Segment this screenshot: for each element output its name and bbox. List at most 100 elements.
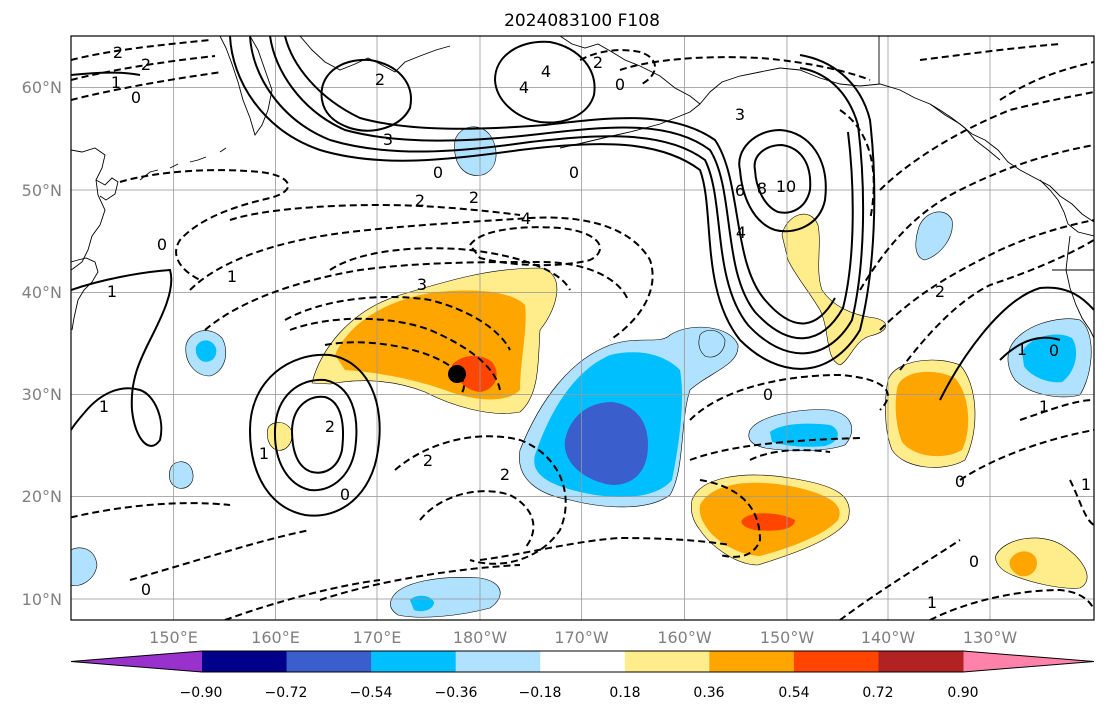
contour-label: 1: [259, 444, 269, 463]
contour-line: [319, 564, 521, 601]
contour-line: [71, 39, 211, 61]
contour-line: [699, 479, 762, 558]
contour-label: 4: [541, 62, 551, 81]
colorbar-tick-label: 0.36: [693, 685, 724, 701]
lon-label: 160°E: [251, 628, 300, 647]
contour-label: 0: [131, 88, 141, 107]
colorbar-segment: [286, 651, 372, 672]
contour-label-group: 2 2 1 0 2 4 3 2 0 0 3 4 6 8 10 4 0 0 1 1: [99, 43, 1091, 612]
colorbar-tick-label: −0.18: [519, 685, 562, 701]
contour-label: 2: [469, 188, 479, 207]
contour-label: 2: [375, 70, 385, 89]
positive-shade-region: [1009, 551, 1037, 577]
lat-label: 50°N: [22, 181, 62, 200]
colorbar-extend-low: [71, 651, 202, 672]
contour-line: [859, 144, 1094, 291]
contour-label: 4: [736, 223, 746, 242]
contour-line: [71, 55, 216, 81]
contour-label: 2: [593, 53, 603, 72]
lat-label: 10°N: [22, 590, 62, 609]
contour-line: [1069, 479, 1094, 526]
contour-label: 0: [615, 75, 625, 94]
negative-contours: [71, 39, 1094, 620]
contour-label: 1: [1039, 397, 1049, 416]
contour-line: [419, 490, 535, 549]
contour-line: [290, 395, 345, 474]
contour-label: 4: [519, 78, 529, 97]
contour-label: 8: [757, 179, 767, 198]
colorbar-tick-label: −0.72: [265, 685, 308, 701]
contour-label: 2: [935, 282, 945, 301]
contour-line: [939, 286, 1094, 401]
lon-label: 150°W: [760, 628, 815, 647]
contour-line: [468, 226, 601, 267]
colorbar-segment: [709, 651, 795, 672]
lon-label: 130°W: [963, 628, 1018, 647]
contour-label: 0: [1049, 341, 1059, 360]
contour-line: [839, 539, 961, 620]
contour-line: [224, 579, 381, 620]
contour-line: [479, 536, 731, 561]
contour-line: [394, 435, 567, 565]
coastline-british-columbia: [1039, 179, 1094, 237]
contour-line: [71, 268, 173, 447]
contour-label: 4: [521, 209, 531, 228]
colorbar-tick-label: 0.54: [778, 685, 809, 701]
negative-shade-region: [168, 461, 194, 489]
contour-line: [269, 36, 854, 340]
contour-line: [320, 58, 412, 132]
negative-shade-region: [564, 402, 648, 485]
contour-label: 0: [340, 485, 350, 504]
contour-line: [229, 203, 521, 221]
coastline-gulf-of-alaska: [929, 103, 1001, 161]
negative-shade-region: [698, 330, 726, 358]
contour-line: [71, 71, 223, 101]
contour-label: 0: [955, 472, 965, 491]
storm-center-marker: [448, 365, 466, 383]
lon-label: 160°W: [657, 628, 712, 647]
latitude-labels: 60°N 50°N 40°N 30°N 20°N 10°N: [22, 78, 62, 609]
contour-label: 1: [1017, 340, 1027, 359]
contour-label: 1: [107, 282, 117, 301]
contour-line: [738, 128, 827, 233]
coastlines: [71, 36, 1094, 339]
contour-line: [753, 143, 812, 214]
contour-line: [999, 336, 1061, 361]
colorbar: [70, 650, 1095, 673]
contour-line: [879, 219, 1094, 331]
contour-line: [119, 169, 290, 281]
contour-line: [248, 353, 381, 517]
contour-line: [689, 373, 889, 421]
negative-shade-region: [1022, 334, 1077, 383]
contour-line: [289, 317, 501, 391]
contour-line: [999, 61, 1094, 101]
contour-line: [899, 239, 1094, 371]
contour-line: [204, 260, 629, 331]
coastline-aleutians: [559, 103, 701, 149]
colorbar-segment: [793, 651, 879, 672]
colorbar-outline: [70, 650, 1095, 673]
contour-line: [839, 109, 875, 221]
contour-line: [919, 43, 1061, 61]
colorbar-segment: [202, 651, 288, 672]
positive-shade-region: [452, 355, 497, 392]
contour-label: 3: [383, 130, 393, 149]
contour-label: 1: [99, 397, 109, 416]
positive-shade-region: [741, 513, 795, 531]
colorbar-segment: [878, 651, 964, 672]
contour-label: 1: [227, 267, 237, 286]
contour-line: [749, 449, 831, 461]
lon-label: 180°W: [453, 628, 508, 647]
lat-label: 60°N: [22, 78, 62, 97]
coastline-okhotsk: [71, 147, 106, 271]
contour-line: [129, 529, 311, 581]
map-panel: 2 2 1 0 2 4 3 2 0 0 3 4 6 8 10 4 0 0 1 1: [70, 35, 1095, 621]
contour-label: 3: [417, 275, 427, 294]
contour-line: [284, 36, 836, 325]
negative-shade-region: [71, 547, 98, 586]
coastline-us-west: [1065, 235, 1094, 339]
colorbar-extend-high: [963, 651, 1094, 672]
colorbar-segment: [540, 651, 626, 672]
colorbar-tick-label: −0.36: [435, 685, 478, 701]
